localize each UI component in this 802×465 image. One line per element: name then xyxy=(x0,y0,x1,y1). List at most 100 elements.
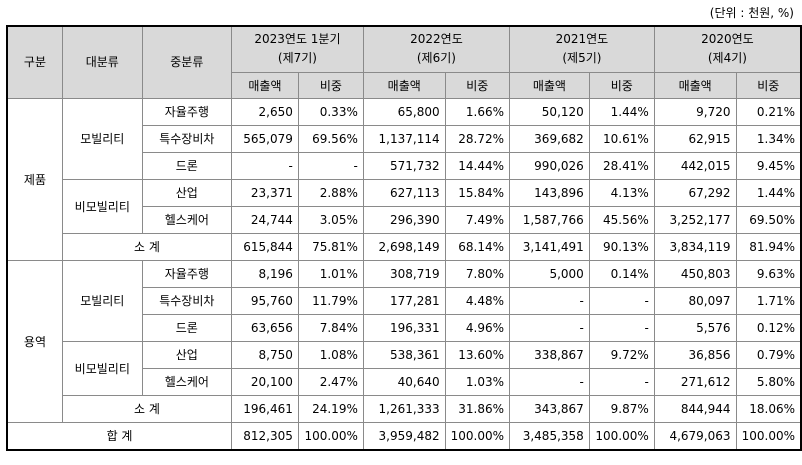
header-period-2023q1: 2023연도 1분기 (제7기) xyxy=(231,25,364,73)
cell-ratio: 0.79% xyxy=(735,340,802,369)
cell-sales: - xyxy=(509,286,590,315)
cell-ratio: 18.06% xyxy=(735,394,802,423)
cell-sales: 67,292 xyxy=(653,178,737,207)
cell-sales: 36,856 xyxy=(653,340,737,369)
header-period-2020: 2020연도 (제4기) xyxy=(653,25,802,73)
minor-label: 헬스케어 xyxy=(141,367,233,396)
cell-sales: 571,732 xyxy=(362,151,446,180)
cell-ratio: 75.81% xyxy=(297,232,364,261)
cell-sales: - xyxy=(231,151,299,180)
cell-ratio: 0.33% xyxy=(297,97,364,126)
cell-ratio: 100.00% xyxy=(735,421,802,450)
cell-sales: 50,120 xyxy=(509,97,590,126)
cell-sales: 80,097 xyxy=(653,286,737,315)
cell-sales: 1,137,114 xyxy=(362,124,446,153)
cell-ratio: 68.14% xyxy=(444,232,511,261)
minor-label: 헬스케어 xyxy=(141,205,233,234)
minor-label: 드론 xyxy=(141,151,233,180)
cell-sales: 8,196 xyxy=(231,259,299,288)
cell-sales: 627,113 xyxy=(362,178,446,207)
cell-sales: 369,682 xyxy=(509,124,590,153)
cell-sales: 3,485,358 xyxy=(509,421,590,450)
cell-ratio: 69.50% xyxy=(735,205,802,234)
cell-ratio: 100.00% xyxy=(588,421,655,450)
cell-ratio: 69.56% xyxy=(297,124,364,153)
total-row: 합 계 812,305 100.00% 3,959,482 100.00% 3,… xyxy=(6,421,802,450)
cell-ratio: 4.13% xyxy=(588,178,655,207)
cell-ratio: - xyxy=(297,151,364,180)
cell-ratio: 100.00% xyxy=(297,421,364,450)
minor-label: 자율주행 xyxy=(141,259,233,288)
cell-sales: 1,587,766 xyxy=(509,205,590,234)
cell-sales: 450,803 xyxy=(653,259,737,288)
cell-sales: 338,867 xyxy=(509,340,590,369)
cell-ratio: 1.03% xyxy=(444,367,511,396)
cell-ratio: 24.19% xyxy=(297,394,364,423)
subtotal-row: 소 계 196,461 24.19% 1,261,333 31.86% 343,… xyxy=(7,394,802,423)
cell-ratio: 3.05% xyxy=(297,205,364,234)
cell-ratio: - xyxy=(588,286,655,315)
cell-sales: 20,100 xyxy=(231,367,299,396)
cell-ratio: 90.13% xyxy=(588,232,655,261)
cell-sales: 990,026 xyxy=(509,151,590,180)
cell-sales: 196,331 xyxy=(362,313,446,342)
cell-ratio: 1.08% xyxy=(297,340,364,369)
cell-ratio: 9.63% xyxy=(735,259,802,288)
cell-ratio: 100.00% xyxy=(444,421,511,450)
cell-sales: 3,252,177 xyxy=(653,205,737,234)
cell-ratio: 1.34% xyxy=(735,124,802,153)
subtotal-row: 소 계 615,844 75.81% 2,698,149 68.14% 3,14… xyxy=(7,232,802,261)
header-sales: 매출액 xyxy=(231,71,299,99)
table-row: 드론 - - 571,732 14.44% 990,026 28.41% 442… xyxy=(7,151,802,180)
cell-sales: 308,719 xyxy=(362,259,446,288)
table-row: 제품 모빌리티 자율주행 2,650 0.33% 65,800 1.66% 50… xyxy=(6,97,802,261)
cell-sales: 2,698,149 xyxy=(362,232,446,261)
cell-ratio: 11.79% xyxy=(297,286,364,315)
unit-note: (단위 : 천원, %) xyxy=(709,6,794,20)
table-row: 특수장비차 565,079 69.56% 1,137,114 28.72% 36… xyxy=(7,124,802,153)
header-major: 대분류 xyxy=(61,25,143,99)
cell-ratio: 7.80% xyxy=(444,259,511,288)
cell-ratio: 9.45% xyxy=(735,151,802,180)
cell-sales: 343,867 xyxy=(509,394,590,423)
minor-label: 자율주행 xyxy=(141,97,233,126)
cell-sales: 5,000 xyxy=(509,259,590,288)
cell-sales: 812,305 xyxy=(231,421,299,450)
cell-ratio: 31.86% xyxy=(444,394,511,423)
cell-sales: 3,834,119 xyxy=(653,232,737,261)
cell-ratio: 1.71% xyxy=(735,286,802,315)
header-ratio: 비중 xyxy=(297,71,364,99)
cell-ratio: 9.87% xyxy=(588,394,655,423)
cell-sales: - xyxy=(509,367,590,396)
cell-sales: 63,656 xyxy=(231,313,299,342)
cell-ratio: 1.01% xyxy=(297,259,364,288)
cell-ratio: 2.88% xyxy=(297,178,364,207)
cell-sales: 3,959,482 xyxy=(362,421,446,450)
cell-ratio: 7.49% xyxy=(444,205,511,234)
group-label: 비모빌리티 xyxy=(61,340,143,396)
table-row: 헬스케어 24,744 3.05% 296,390 7.49% 1,587,76… xyxy=(7,205,802,234)
cell-sales: 9,720 xyxy=(653,97,737,126)
table-row: 드론 63,656 7.84% 196,331 4.96% - - 5,576 … xyxy=(7,313,802,342)
table-row: 비모빌리티 산업 8,750 1.08% 538,361 13.60% 338,… xyxy=(7,340,802,396)
cell-sales: 296,390 xyxy=(362,205,446,234)
section-label: 제품 xyxy=(6,97,63,261)
cell-ratio: 2.47% xyxy=(297,367,364,396)
cell-sales: 24,744 xyxy=(231,205,299,234)
cell-ratio: 45.56% xyxy=(588,205,655,234)
cell-ratio: 1.66% xyxy=(444,97,511,126)
cell-sales: 65,800 xyxy=(362,97,446,126)
cell-sales: 442,015 xyxy=(653,151,737,180)
cell-ratio: - xyxy=(588,367,655,396)
cell-sales: 95,760 xyxy=(231,286,299,315)
header-sales: 매출액 xyxy=(362,71,446,99)
cell-sales: 844,944 xyxy=(653,394,737,423)
cell-ratio: 15.84% xyxy=(444,178,511,207)
cell-sales: 271,612 xyxy=(653,367,737,396)
header-sales: 매출액 xyxy=(653,71,737,99)
cell-ratio: 13.60% xyxy=(444,340,511,369)
header-ratio: 비중 xyxy=(735,71,802,99)
subtotal-label: 소 계 xyxy=(61,394,233,423)
subtotal-label: 소 계 xyxy=(61,232,233,261)
cell-ratio: 14.44% xyxy=(444,151,511,180)
